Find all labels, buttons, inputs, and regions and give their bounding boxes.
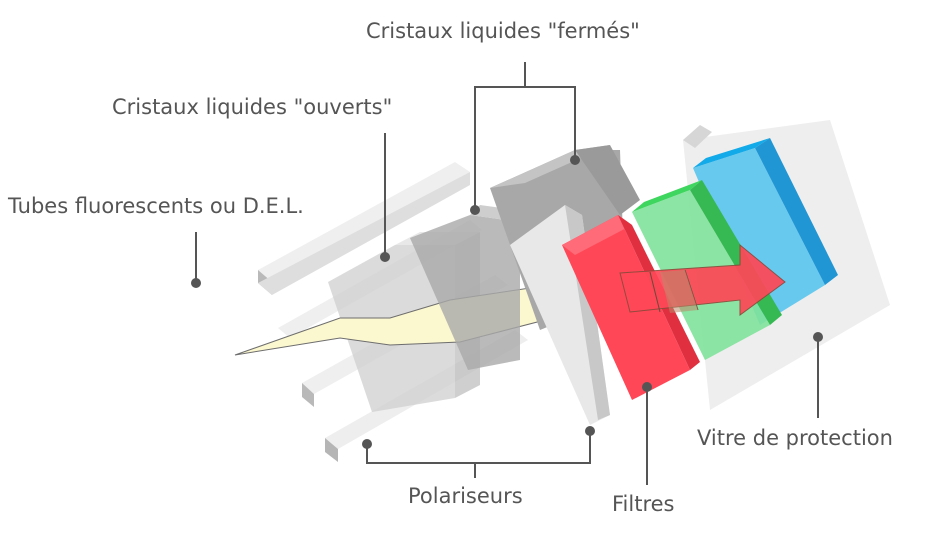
label-filters: Filtres (612, 492, 675, 516)
label-backlight: Tubes fluorescents ou D.E.L. (8, 194, 304, 218)
label-closed-crystals: Cristaux liquides "fermés" (366, 19, 640, 43)
blue-filter (693, 138, 838, 325)
label-open-crystals: Cristaux liquides "ouverts" (112, 95, 393, 119)
leader-dots (191, 155, 823, 449)
light-arrow (619, 243, 786, 316)
leader-lines (195, 62, 819, 485)
label-polarizers: Polariseurs (408, 484, 523, 508)
label-protective-glass: Vitre de protection (697, 426, 893, 450)
